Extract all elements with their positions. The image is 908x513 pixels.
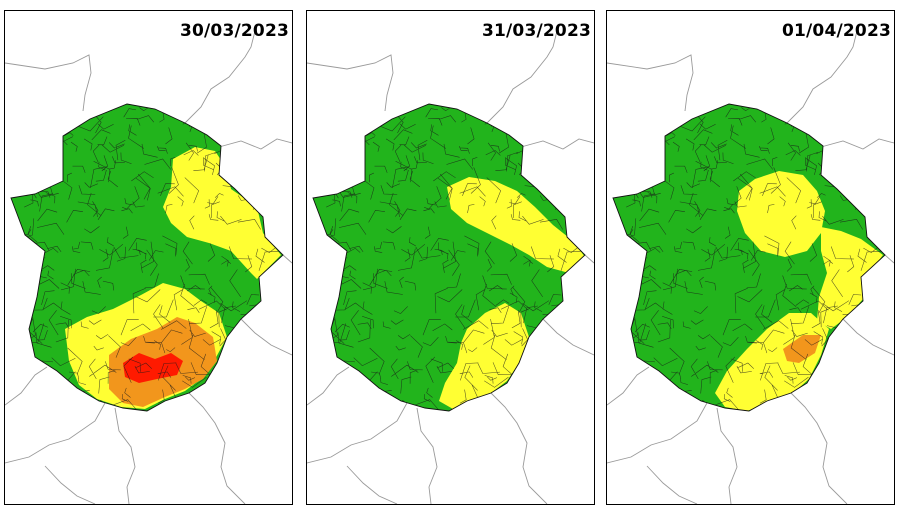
border-line — [5, 402, 106, 464]
border-line — [790, 392, 848, 504]
region-map — [307, 30, 594, 504]
panel-date: 31/03/2023 — [481, 21, 591, 41]
border-line — [486, 30, 558, 124]
border-line — [44, 465, 96, 504]
border-line — [5, 54, 92, 112]
border-line — [584, 254, 594, 264]
border-line — [786, 30, 858, 124]
border-line — [416, 407, 438, 504]
map-panel-0: 30/03/2023 — [4, 10, 293, 505]
border-line — [307, 54, 394, 112]
region-map — [607, 30, 894, 504]
border-line — [716, 407, 738, 504]
zone-yellow-east — [817, 227, 883, 329]
border-line — [184, 30, 256, 124]
border-line — [646, 465, 698, 504]
border-line — [884, 254, 894, 264]
border-line — [842, 318, 894, 356]
border-line — [542, 318, 594, 356]
border-line — [820, 138, 894, 150]
border-line — [490, 392, 548, 504]
zone-yellow-north-east — [447, 177, 585, 273]
border-line — [346, 465, 398, 504]
map-panel-1: 31/03/2023 — [306, 10, 595, 505]
border-line — [607, 54, 694, 112]
border-line — [114, 407, 136, 504]
panel-date: 30/03/2023 — [179, 21, 289, 41]
map-panel-2: 01/04/2023 — [606, 10, 895, 505]
zone-red-south — [123, 353, 183, 383]
border-line — [282, 254, 292, 264]
border-line — [218, 138, 292, 150]
zone-yellow-south-east — [439, 303, 529, 409]
border-line — [607, 366, 650, 406]
zone-orange-south-east — [783, 335, 821, 363]
zone-yellow-north-east — [737, 171, 825, 257]
border-line — [307, 402, 408, 464]
region-outline — [10, 103, 284, 412]
zone-yellow-north-east — [163, 147, 281, 279]
border-line — [188, 392, 246, 504]
panel-date: 01/04/2023 — [781, 21, 891, 41]
border-line — [520, 138, 594, 150]
region-outline — [312, 103, 586, 412]
border-line — [240, 318, 292, 356]
region-outline — [612, 103, 886, 412]
region-map — [5, 30, 292, 504]
border-line — [5, 366, 48, 406]
border-line — [607, 402, 708, 464]
border-line — [307, 366, 350, 406]
